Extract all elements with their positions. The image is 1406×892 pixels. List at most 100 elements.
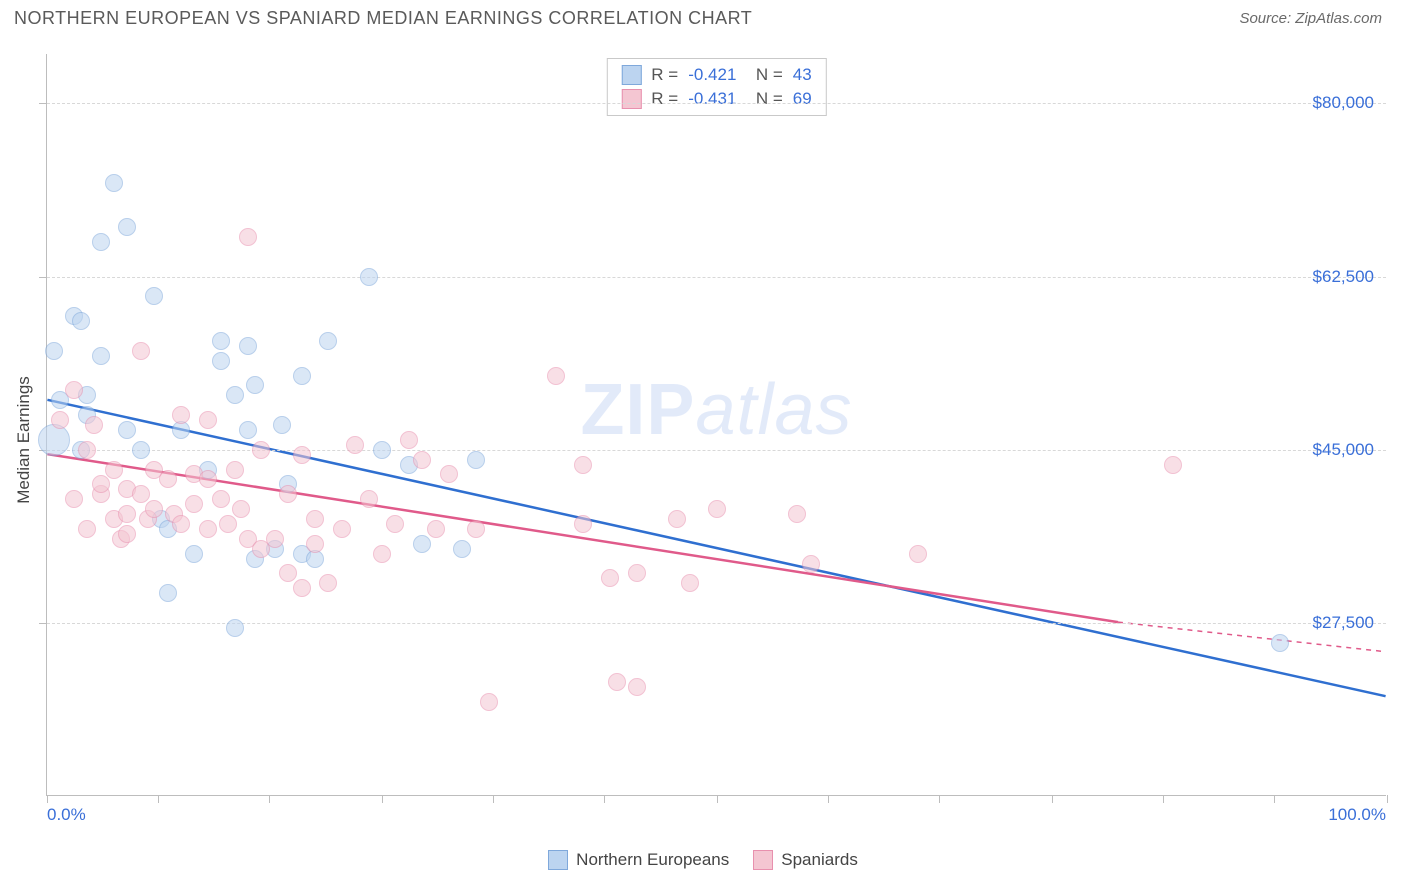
data-point [360, 268, 378, 286]
x-tick [828, 795, 829, 803]
data-point [172, 515, 190, 533]
data-point [273, 416, 291, 434]
data-point [212, 332, 230, 350]
data-point [306, 510, 324, 528]
data-point [38, 424, 70, 456]
chart-header: NORTHERN EUROPEAN VS SPANIARD MEDIAN EAR… [0, 0, 1406, 33]
x-tick [1052, 795, 1053, 803]
data-point [118, 218, 136, 236]
y-axis-title: Median Earnings [14, 376, 34, 504]
data-point [574, 515, 592, 533]
stat-r-value: -0.421 [688, 65, 736, 85]
data-point [628, 678, 646, 696]
data-point [293, 446, 311, 464]
data-point [72, 312, 90, 330]
data-point [212, 490, 230, 508]
correlation-stats-box: R = -0.421 N = 43R = -0.431 N = 69 [606, 58, 826, 116]
data-point [279, 564, 297, 582]
gridline [47, 450, 1386, 451]
data-point [601, 569, 619, 587]
data-point [92, 475, 110, 493]
x-tick [47, 795, 48, 803]
data-point [681, 574, 699, 592]
data-point [788, 505, 806, 523]
data-point [118, 505, 136, 523]
stat-n-value: 43 [793, 65, 812, 85]
watermark: ZIPatlas [580, 369, 852, 451]
trend-line [47, 400, 1385, 696]
legend-swatch [548, 850, 568, 870]
data-point [92, 233, 110, 251]
data-point [608, 673, 626, 691]
data-point [65, 381, 83, 399]
x-tick [939, 795, 940, 803]
data-point [373, 441, 391, 459]
data-point [293, 579, 311, 597]
data-point [467, 451, 485, 469]
data-point [239, 228, 257, 246]
y-tick [39, 277, 47, 278]
data-point [668, 510, 686, 528]
data-point [413, 451, 431, 469]
x-tick [269, 795, 270, 803]
series-legend: Northern Europeans Spaniards [0, 850, 1406, 870]
data-point [360, 490, 378, 508]
stat-n-label: N = [746, 65, 782, 85]
gridline [47, 623, 1386, 624]
data-point [440, 465, 458, 483]
data-point [246, 376, 264, 394]
x-axis-label: 100.0% [1328, 805, 1386, 825]
data-point [199, 411, 217, 429]
data-point [132, 441, 150, 459]
x-tick [604, 795, 605, 803]
legend-label: Spaniards [781, 850, 858, 870]
data-point [373, 545, 391, 563]
x-axis-label: 0.0% [47, 805, 86, 825]
data-point [172, 406, 190, 424]
data-point [346, 436, 364, 454]
data-point [78, 441, 96, 459]
data-point [239, 421, 257, 439]
data-point [319, 332, 337, 350]
data-point [386, 515, 404, 533]
x-tick [493, 795, 494, 803]
stat-r-label: R = [651, 65, 678, 85]
y-tick-label: $80,000 [1313, 93, 1374, 113]
x-tick [158, 795, 159, 803]
data-point [132, 342, 150, 360]
x-tick [1274, 795, 1275, 803]
data-point [65, 490, 83, 508]
data-point [266, 530, 284, 548]
y-tick-label: $45,000 [1313, 440, 1374, 460]
x-tick [1387, 795, 1388, 803]
data-point [85, 416, 103, 434]
data-point [159, 584, 177, 602]
legend-swatch [621, 65, 641, 85]
scatter-chart: ZIPatlas R = -0.421 N = 43R = -0.431 N =… [46, 54, 1386, 796]
y-tick [39, 103, 47, 104]
stats-row: R = -0.421 N = 43 [621, 63, 811, 87]
data-point [232, 500, 250, 518]
data-point [427, 520, 445, 538]
data-point [453, 540, 471, 558]
data-point [547, 367, 565, 385]
data-point [413, 535, 431, 553]
data-point [159, 470, 177, 488]
data-point [802, 555, 820, 573]
data-point [219, 515, 237, 533]
data-point [145, 500, 163, 518]
data-point [118, 421, 136, 439]
y-tick-label: $62,500 [1313, 267, 1374, 287]
data-point [226, 461, 244, 479]
data-point [574, 456, 592, 474]
x-tick [382, 795, 383, 803]
x-tick [717, 795, 718, 803]
stats-row: R = -0.431 N = 69 [621, 87, 811, 111]
legend-swatch [753, 850, 773, 870]
legend-label: Northern Europeans [576, 850, 729, 870]
gridline [47, 277, 1386, 278]
x-tick [1163, 795, 1164, 803]
data-point [1164, 456, 1182, 474]
source-attribution: Source: ZipAtlas.com [1239, 10, 1382, 27]
data-point [252, 441, 270, 459]
